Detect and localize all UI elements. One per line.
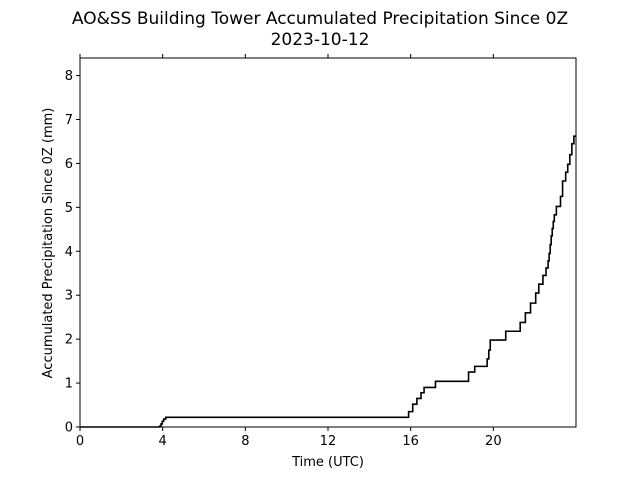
y-tick-label: 2 <box>65 333 73 348</box>
y-tick-label: 8 <box>65 69 73 84</box>
series-line-0 <box>80 135 576 428</box>
x-tick-label: 8 <box>241 434 249 449</box>
x-tick-label: 12 <box>320 434 337 449</box>
y-tick-label: 0 <box>65 421 73 436</box>
plot-area <box>80 135 576 428</box>
x-tick-label: 16 <box>402 434 419 449</box>
y-axis-label: Accumulated Precipitation Since 0Z (mm) <box>41 108 56 379</box>
plot-frame <box>79 57 577 428</box>
chart-subtitle: 2023-10-12 <box>271 30 370 50</box>
y-tick-label: 6 <box>65 157 73 172</box>
x-tick-label: 20 <box>485 434 502 449</box>
y-tick-label: 5 <box>65 201 73 216</box>
x-tick-label: 4 <box>159 434 167 449</box>
chart-title: AO&SS Building Tower Accumulated Precipi… <box>72 9 568 29</box>
x-axis-label: Time (UTC) <box>291 455 364 470</box>
y-tick-label: 7 <box>65 113 73 128</box>
y-tick-label: 1 <box>65 377 73 392</box>
y-tick-label: 3 <box>65 289 73 304</box>
x-tick-label: 0 <box>76 434 84 449</box>
y-tick-label: 4 <box>65 245 73 260</box>
